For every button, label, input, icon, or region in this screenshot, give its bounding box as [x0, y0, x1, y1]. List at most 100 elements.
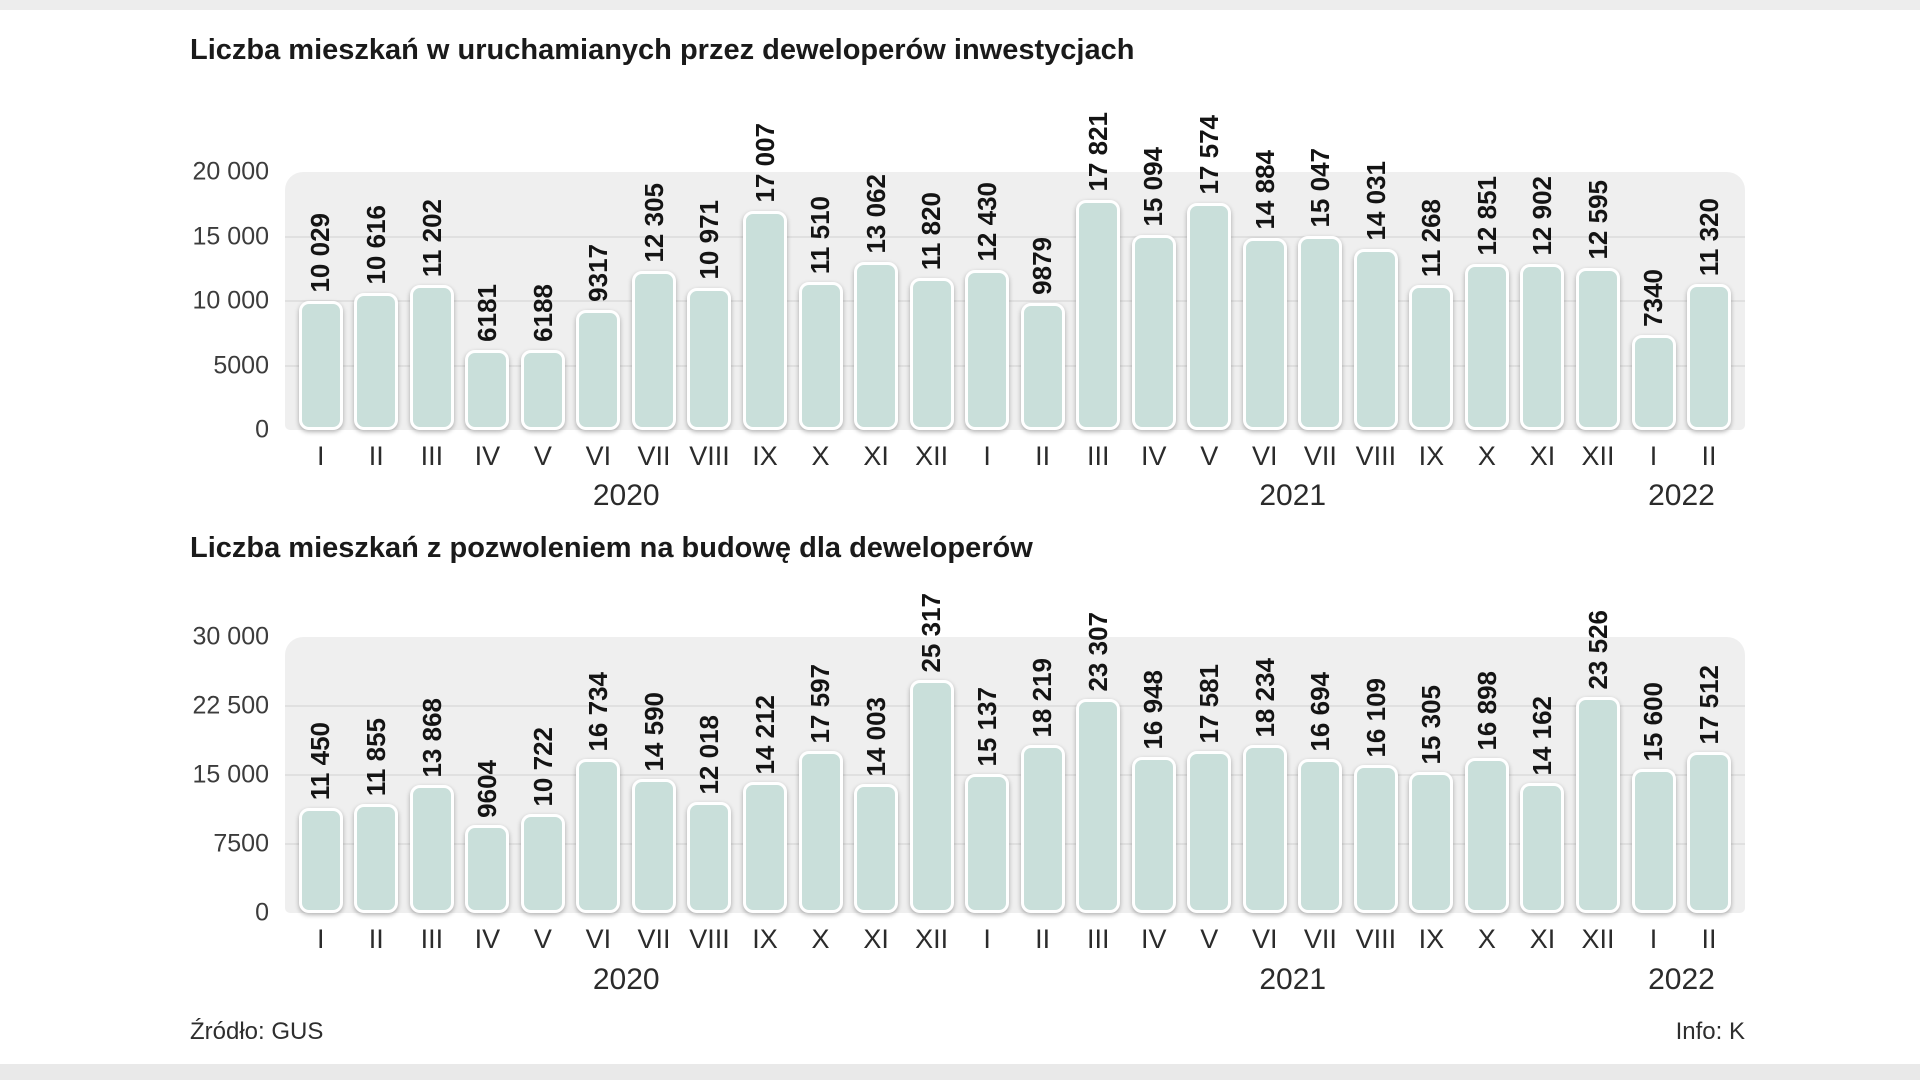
bar-cell: 14 031 [1348, 161, 1404, 430]
bar-value-label: 10 971 [694, 200, 725, 280]
bar-value-label: 25 317 [916, 592, 947, 673]
bar-cell: 13 062 [848, 174, 904, 430]
x-tick-label: V [533, 441, 552, 471]
bar-cell: 12 430 [959, 182, 1015, 430]
chart-title: Liczba mieszkań z pozwoleniem na budowę … [190, 532, 1033, 565]
bar-value-label: 18 219 [1027, 657, 1058, 738]
bar [1631, 769, 1676, 914]
x-tick-label: I [1649, 924, 1658, 955]
bar [743, 211, 788, 430]
y-tick-label: 7500 [213, 829, 269, 858]
bar [631, 779, 676, 914]
bar [1187, 203, 1232, 430]
bar-value-label: 17 574 [1193, 115, 1224, 195]
bar-cell: 13 868 [404, 698, 460, 914]
x-tick-label: VI [585, 441, 612, 471]
bar-value-label: 17 581 [1193, 663, 1224, 744]
bar-value-label: 10 722 [527, 726, 558, 807]
bar-cell: 9879 [1015, 237, 1071, 430]
bar [687, 802, 732, 914]
x-tick-label: X [1477, 441, 1496, 471]
x-tick-label: I [317, 924, 325, 955]
bar-cell: 15 305 [1404, 685, 1460, 914]
x-tick-label: VII [1303, 924, 1337, 955]
x-tick-label: II [1035, 924, 1051, 955]
bar [1575, 697, 1620, 914]
bar-cell: 14 162 [1515, 696, 1571, 914]
bar-cell: 17 821 [1070, 112, 1126, 430]
bar [743, 782, 788, 914]
bar-value-label: 13 868 [416, 697, 447, 778]
bar-value-label: 7340 [1638, 269, 1669, 327]
bar-value-label: 15 094 [1138, 147, 1169, 227]
y-tick-label: 22 500 [192, 691, 269, 720]
x-tick-label: XII [1581, 441, 1615, 471]
bar-value-label: 16 948 [1138, 669, 1169, 750]
x-tick-label: X [1477, 924, 1496, 955]
footer: Źródło: GUS Info: K [190, 1018, 1745, 1046]
bar-cell: 16 898 [1459, 671, 1515, 914]
plot-area: 20 000 15 000 10 000 5000 0 10 029 10 616 11 20… [193, 112, 1745, 442]
bar-value-label: 14 884 [1249, 150, 1280, 230]
year-label: 2021 [1259, 479, 1327, 513]
bar-value-label: 14 031 [1360, 161, 1391, 241]
bar [409, 785, 454, 914]
bar [1631, 335, 1676, 430]
x-tick-label: IX [1418, 441, 1445, 471]
bar-value-label: 9604 [472, 759, 503, 818]
chart-title: Liczba mieszkań w uruchamianych przez de… [190, 34, 1135, 66]
bar-value-label: 13 062 [860, 174, 891, 254]
bar [298, 808, 343, 914]
bar [1353, 765, 1398, 914]
bar-cell: 12 595 [1570, 180, 1626, 430]
bar-cell: 12 305 [626, 183, 682, 430]
bar-cell: 11 320 [1681, 198, 1737, 430]
gridline [285, 300, 1745, 302]
bar-value-label: 10 029 [305, 213, 336, 293]
bar-cell: 17 581 [1182, 664, 1238, 914]
bar-cell: 14 003 [848, 697, 904, 914]
x-axis-labels: I II III IV V VI VII VIII IX X XI XII I II III IV V VI VII… [285, 923, 1745, 955]
bar [520, 814, 565, 914]
bar-value-label: 6181 [472, 284, 503, 342]
bar-value-label: 14 212 [749, 694, 780, 775]
x-tick-label: XII [915, 441, 949, 471]
year-axis-labels: 2020 2021 2022 [285, 962, 1745, 998]
chart-section-started-dwellings: Liczba mieszkań w uruchamianych przez de… [0, 34, 1920, 514]
bar-value-label: 17 007 [749, 123, 780, 203]
bar [798, 282, 843, 430]
x-tick-label: I [983, 441, 991, 471]
bar-value-label: 11 450 [305, 722, 336, 801]
gridline [285, 843, 1745, 846]
bar-value-label: 11 855 [361, 718, 391, 797]
bar-value-label: 11 202 [416, 198, 447, 277]
x-tick-label: VI [585, 924, 612, 955]
bar [1298, 236, 1343, 430]
bar-cell: 12 851 [1459, 176, 1515, 430]
bar-cell: 9317 [571, 244, 627, 430]
bar-value-label: 12 018 [694, 714, 725, 795]
year-label: 2022 [1648, 479, 1715, 513]
bar-cell: 6181 [460, 284, 516, 430]
bar [354, 293, 399, 430]
gridline [285, 774, 1745, 777]
y-tick-label: 0 [255, 898, 269, 927]
bar-value-label: 14 003 [860, 696, 891, 777]
bar-cell: 10 616 [349, 205, 405, 430]
y-tick-label: 0 [255, 415, 269, 444]
bar-value-label: 10 616 [361, 205, 391, 285]
bar-cell: 23 307 [1070, 612, 1126, 914]
x-tick-label: XII [915, 924, 949, 955]
bar [1520, 783, 1565, 914]
bar-cell: 10 971 [682, 200, 738, 430]
bar-cell: 15 600 [1626, 682, 1682, 914]
x-tick-label: V [1200, 924, 1219, 955]
bar-cell: 17 512 [1681, 665, 1737, 914]
bar [1409, 772, 1454, 914]
bar [576, 759, 621, 914]
chart-section-permitted-dwellings: Liczba mieszkań z pozwoleniem na budowę … [0, 532, 1920, 997]
bar [465, 350, 510, 430]
bar [520, 350, 565, 430]
x-tick-label: XI [863, 924, 889, 955]
y-tick-label: 30 000 [192, 622, 269, 651]
